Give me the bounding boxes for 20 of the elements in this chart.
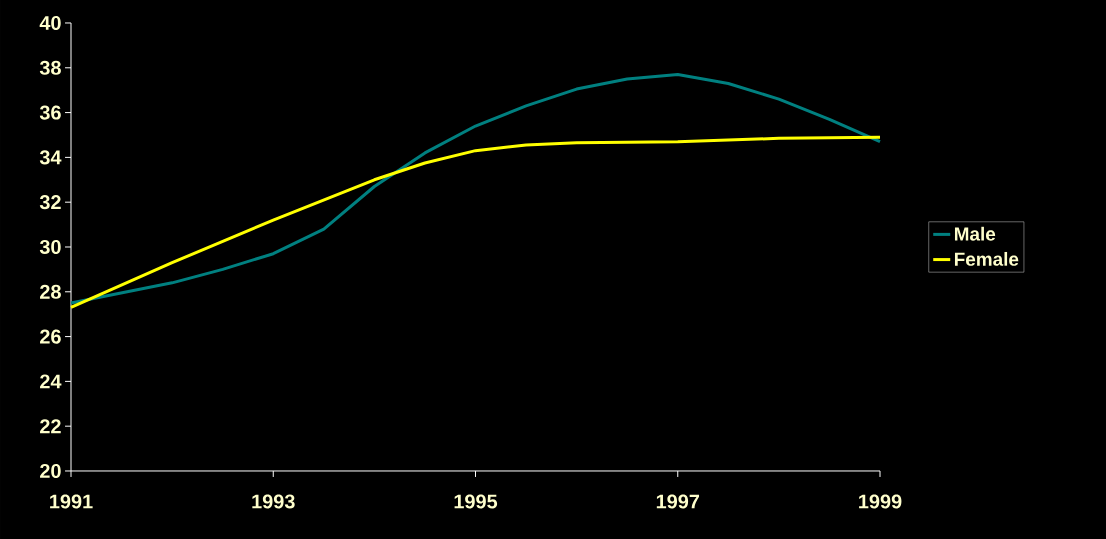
x-tick-label: 1997 [656, 494, 700, 509]
y-tick-label: 24 [40, 374, 62, 389]
y-tick-label: 40 [39, 15, 61, 31]
y-tick-label: 30 [39, 239, 61, 255]
y-tick-label: 34 [39, 150, 62, 165]
y-tick-label: 20 [40, 463, 61, 479]
x-tick-label: 1991 [50, 494, 93, 509]
legend-label: Female [954, 251, 1019, 266]
x-tick-label: 1999 [859, 494, 902, 509]
y-tick-label: 38 [39, 60, 61, 75]
y-tick-label: 36 [39, 105, 61, 120]
x-tick-label: 1995 [454, 494, 498, 509]
y-tick-label: 22 [40, 419, 61, 434]
y-tick-label: 26 [40, 329, 61, 344]
line-series [69, 73, 882, 305]
x-tick-label: 1993 [252, 494, 295, 509]
y-tick-label: 28 [40, 284, 61, 299]
legend-label: Male [954, 226, 996, 241]
y-tick-label: 32 [39, 195, 61, 210]
line-series [69, 135, 882, 309]
